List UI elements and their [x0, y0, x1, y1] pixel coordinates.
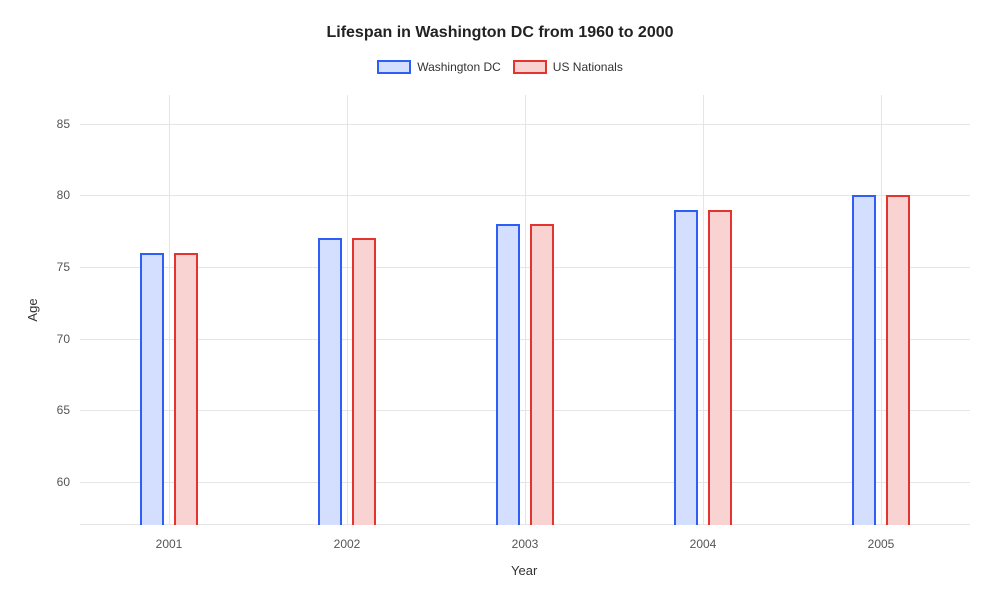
x-gridline [703, 95, 704, 525]
x-gridline [347, 95, 348, 525]
x-tick-label: 2005 [868, 537, 895, 551]
y-tick-label: 65 [40, 403, 70, 417]
bar [852, 195, 876, 525]
x-gridline [881, 95, 882, 525]
lifespan-bar-chart: Lifespan in Washington DC from 1960 to 2… [0, 0, 1000, 600]
legend-item-us-nationals: US Nationals [513, 60, 623, 74]
chart-title: Lifespan in Washington DC from 1960 to 2… [0, 24, 1000, 42]
x-tick-label: 2002 [334, 537, 361, 551]
y-axis-title: Age [25, 298, 40, 321]
bar [140, 253, 164, 525]
bar [496, 224, 520, 525]
y-tick-label: 60 [40, 475, 70, 489]
y-tick-label: 70 [40, 332, 70, 346]
legend-swatch-washington-dc [377, 60, 411, 74]
x-tick-label: 2001 [156, 537, 183, 551]
legend-swatch-us-nationals [513, 60, 547, 74]
bar [352, 238, 376, 525]
legend-label-us-nationals: US Nationals [553, 60, 623, 74]
bar [708, 210, 732, 525]
x-gridline [525, 95, 526, 525]
bar [886, 195, 910, 525]
bar [174, 253, 198, 525]
legend-label-washington-dc: Washington DC [417, 60, 501, 74]
bar [530, 224, 554, 525]
x-tick-label: 2003 [512, 537, 539, 551]
legend-item-washington-dc: Washington DC [377, 60, 501, 74]
chart-legend: Washington DC US Nationals [0, 60, 1000, 74]
y-tick-label: 75 [40, 260, 70, 274]
y-tick-label: 85 [40, 117, 70, 131]
x-axis-title: Year [511, 563, 537, 578]
bar [318, 238, 342, 525]
x-gridline [169, 95, 170, 525]
y-tick-label: 80 [40, 188, 70, 202]
plot-area [80, 95, 970, 525]
bar [674, 210, 698, 525]
x-tick-label: 2004 [690, 537, 717, 551]
